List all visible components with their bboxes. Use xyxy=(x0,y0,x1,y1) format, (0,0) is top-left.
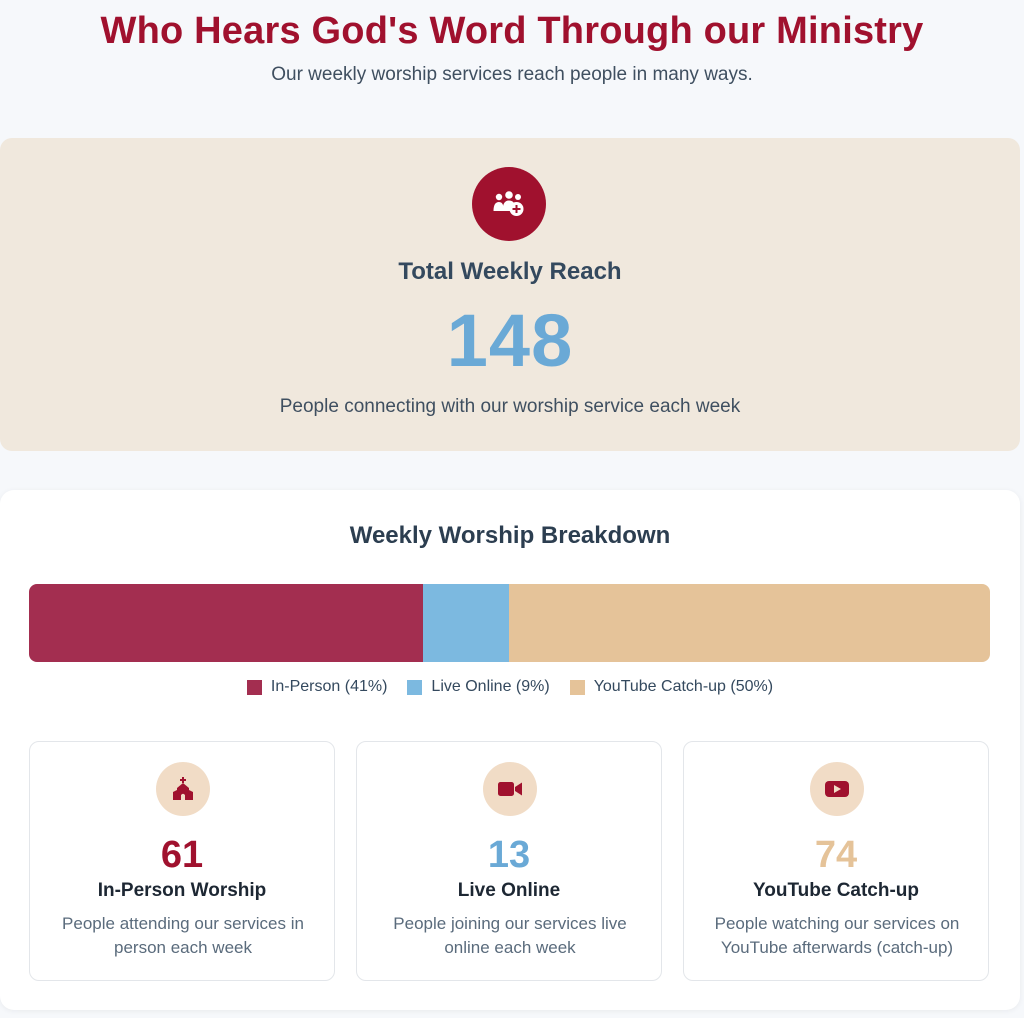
total-reach-label: Total Weekly Reach xyxy=(398,258,622,285)
bar-segment-in-person xyxy=(29,584,423,662)
legend-swatch xyxy=(246,679,262,695)
legend-label: In-Person (41%) xyxy=(270,678,388,695)
legend-label: Live Online (9%) xyxy=(431,678,550,695)
total-reach-number: 148 xyxy=(446,299,574,382)
legend-label: YouTube Catch-up (50%) xyxy=(593,678,774,695)
video-camera-icon xyxy=(483,762,537,816)
legend-item-youtube: YouTube Catch-up (50%) xyxy=(569,678,774,696)
legend-swatch xyxy=(569,679,585,695)
stat-card-youtube: 74 YouTube Catch-up People watching our … xyxy=(683,741,989,981)
bar-segment-youtube xyxy=(509,584,990,662)
page-title: Who Hears God's Word Through our Ministr… xyxy=(100,10,924,52)
breakdown-card: Weekly Worship Breakdown In-Person (41%)… xyxy=(0,490,1020,1010)
stat-title: In-Person Worship xyxy=(97,880,267,901)
youtube-icon xyxy=(810,762,864,816)
breakdown-stacked-bar xyxy=(29,584,990,662)
legend-item-in-person: In-Person (41%) xyxy=(246,678,388,696)
legend-item-live-online: Live Online (9%) xyxy=(407,678,550,696)
stat-number: 74 xyxy=(814,834,858,876)
breakdown-legend: In-Person (41%) Live Online (9%) YouTube… xyxy=(0,678,1020,696)
total-reach-card: Total Weekly Reach 148 People connecting… xyxy=(0,138,1020,451)
stat-number: 61 xyxy=(160,834,204,876)
legend-swatch xyxy=(407,679,423,695)
stat-description: People joining our services live online … xyxy=(393,914,627,957)
breakdown-title: Weekly Worship Breakdown xyxy=(349,522,671,549)
stat-number: 13 xyxy=(487,834,531,876)
stat-card-live-online: 13 Live Online People joining our servic… xyxy=(356,741,662,981)
stat-description: People attending our services in person … xyxy=(62,914,304,957)
page-subtitle: Our weekly worship services reach people… xyxy=(271,64,753,85)
people-group-plus-icon xyxy=(472,167,546,241)
bar-segment-live-online xyxy=(423,584,510,662)
stat-title: YouTube Catch-up xyxy=(752,880,920,901)
stat-description: People watching our services on YouTube … xyxy=(714,914,960,957)
stat-card-in-person: 61 In-Person Worship People attending ou… xyxy=(29,741,335,981)
church-icon xyxy=(156,762,210,816)
total-reach-description: People connecting with our worship servi… xyxy=(279,396,741,417)
stat-title: Live Online xyxy=(457,880,561,901)
